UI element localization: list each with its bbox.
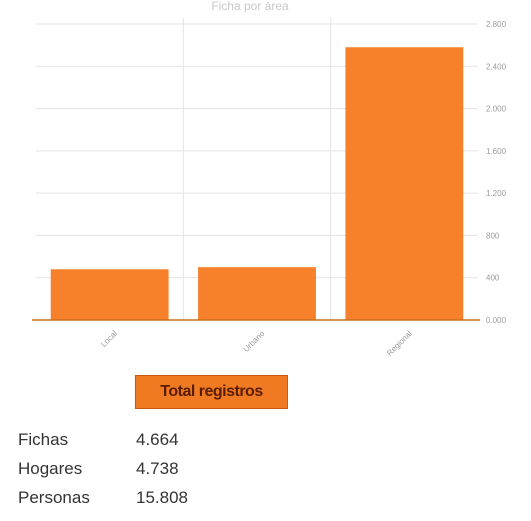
summary-stats: Fichas 4.664 Hogares 4.738 Personas 15.8…	[18, 425, 216, 512]
bar	[198, 267, 316, 320]
stat-value: 4.738	[136, 458, 179, 478]
chart-title: Ficha por área	[211, 0, 289, 13]
x-tick-label: Local	[99, 329, 119, 349]
y-tick-label: 1.200	[486, 189, 507, 198]
stat-label: Hogares	[18, 458, 83, 478]
stat-value: 4.664	[136, 429, 179, 449]
bar-chart: 0.000 400 800 1.200 1.600 2.000 2.400 2.800 Loca…	[32, 18, 507, 358]
stat-row-hogares: Hogares 4.738	[18, 454, 216, 483]
x-tick-label: Urbano	[241, 329, 266, 354]
stat-row-personas: Personas 15.808	[18, 483, 216, 512]
x-tick-label: Regional	[385, 329, 414, 358]
y-tick-label: 1.600	[486, 147, 507, 156]
y-tick-label: 2.400	[486, 62, 507, 71]
y-tick-label: 2.800	[486, 20, 507, 29]
total-records-badge: Total registros	[135, 375, 288, 409]
bar	[50, 269, 169, 320]
y-tick-label: 400	[486, 274, 500, 283]
y-tick-label: 0.000	[486, 316, 507, 325]
stat-label: Fichas	[18, 429, 69, 449]
stat-value: 15.808	[136, 487, 188, 507]
stat-label: Personas	[18, 487, 90, 507]
y-tick-label: 800	[486, 231, 500, 240]
stat-row-fichas: Fichas 4.664	[18, 425, 216, 454]
y-tick-label: 2.000	[486, 105, 507, 114]
bar	[345, 47, 464, 320]
